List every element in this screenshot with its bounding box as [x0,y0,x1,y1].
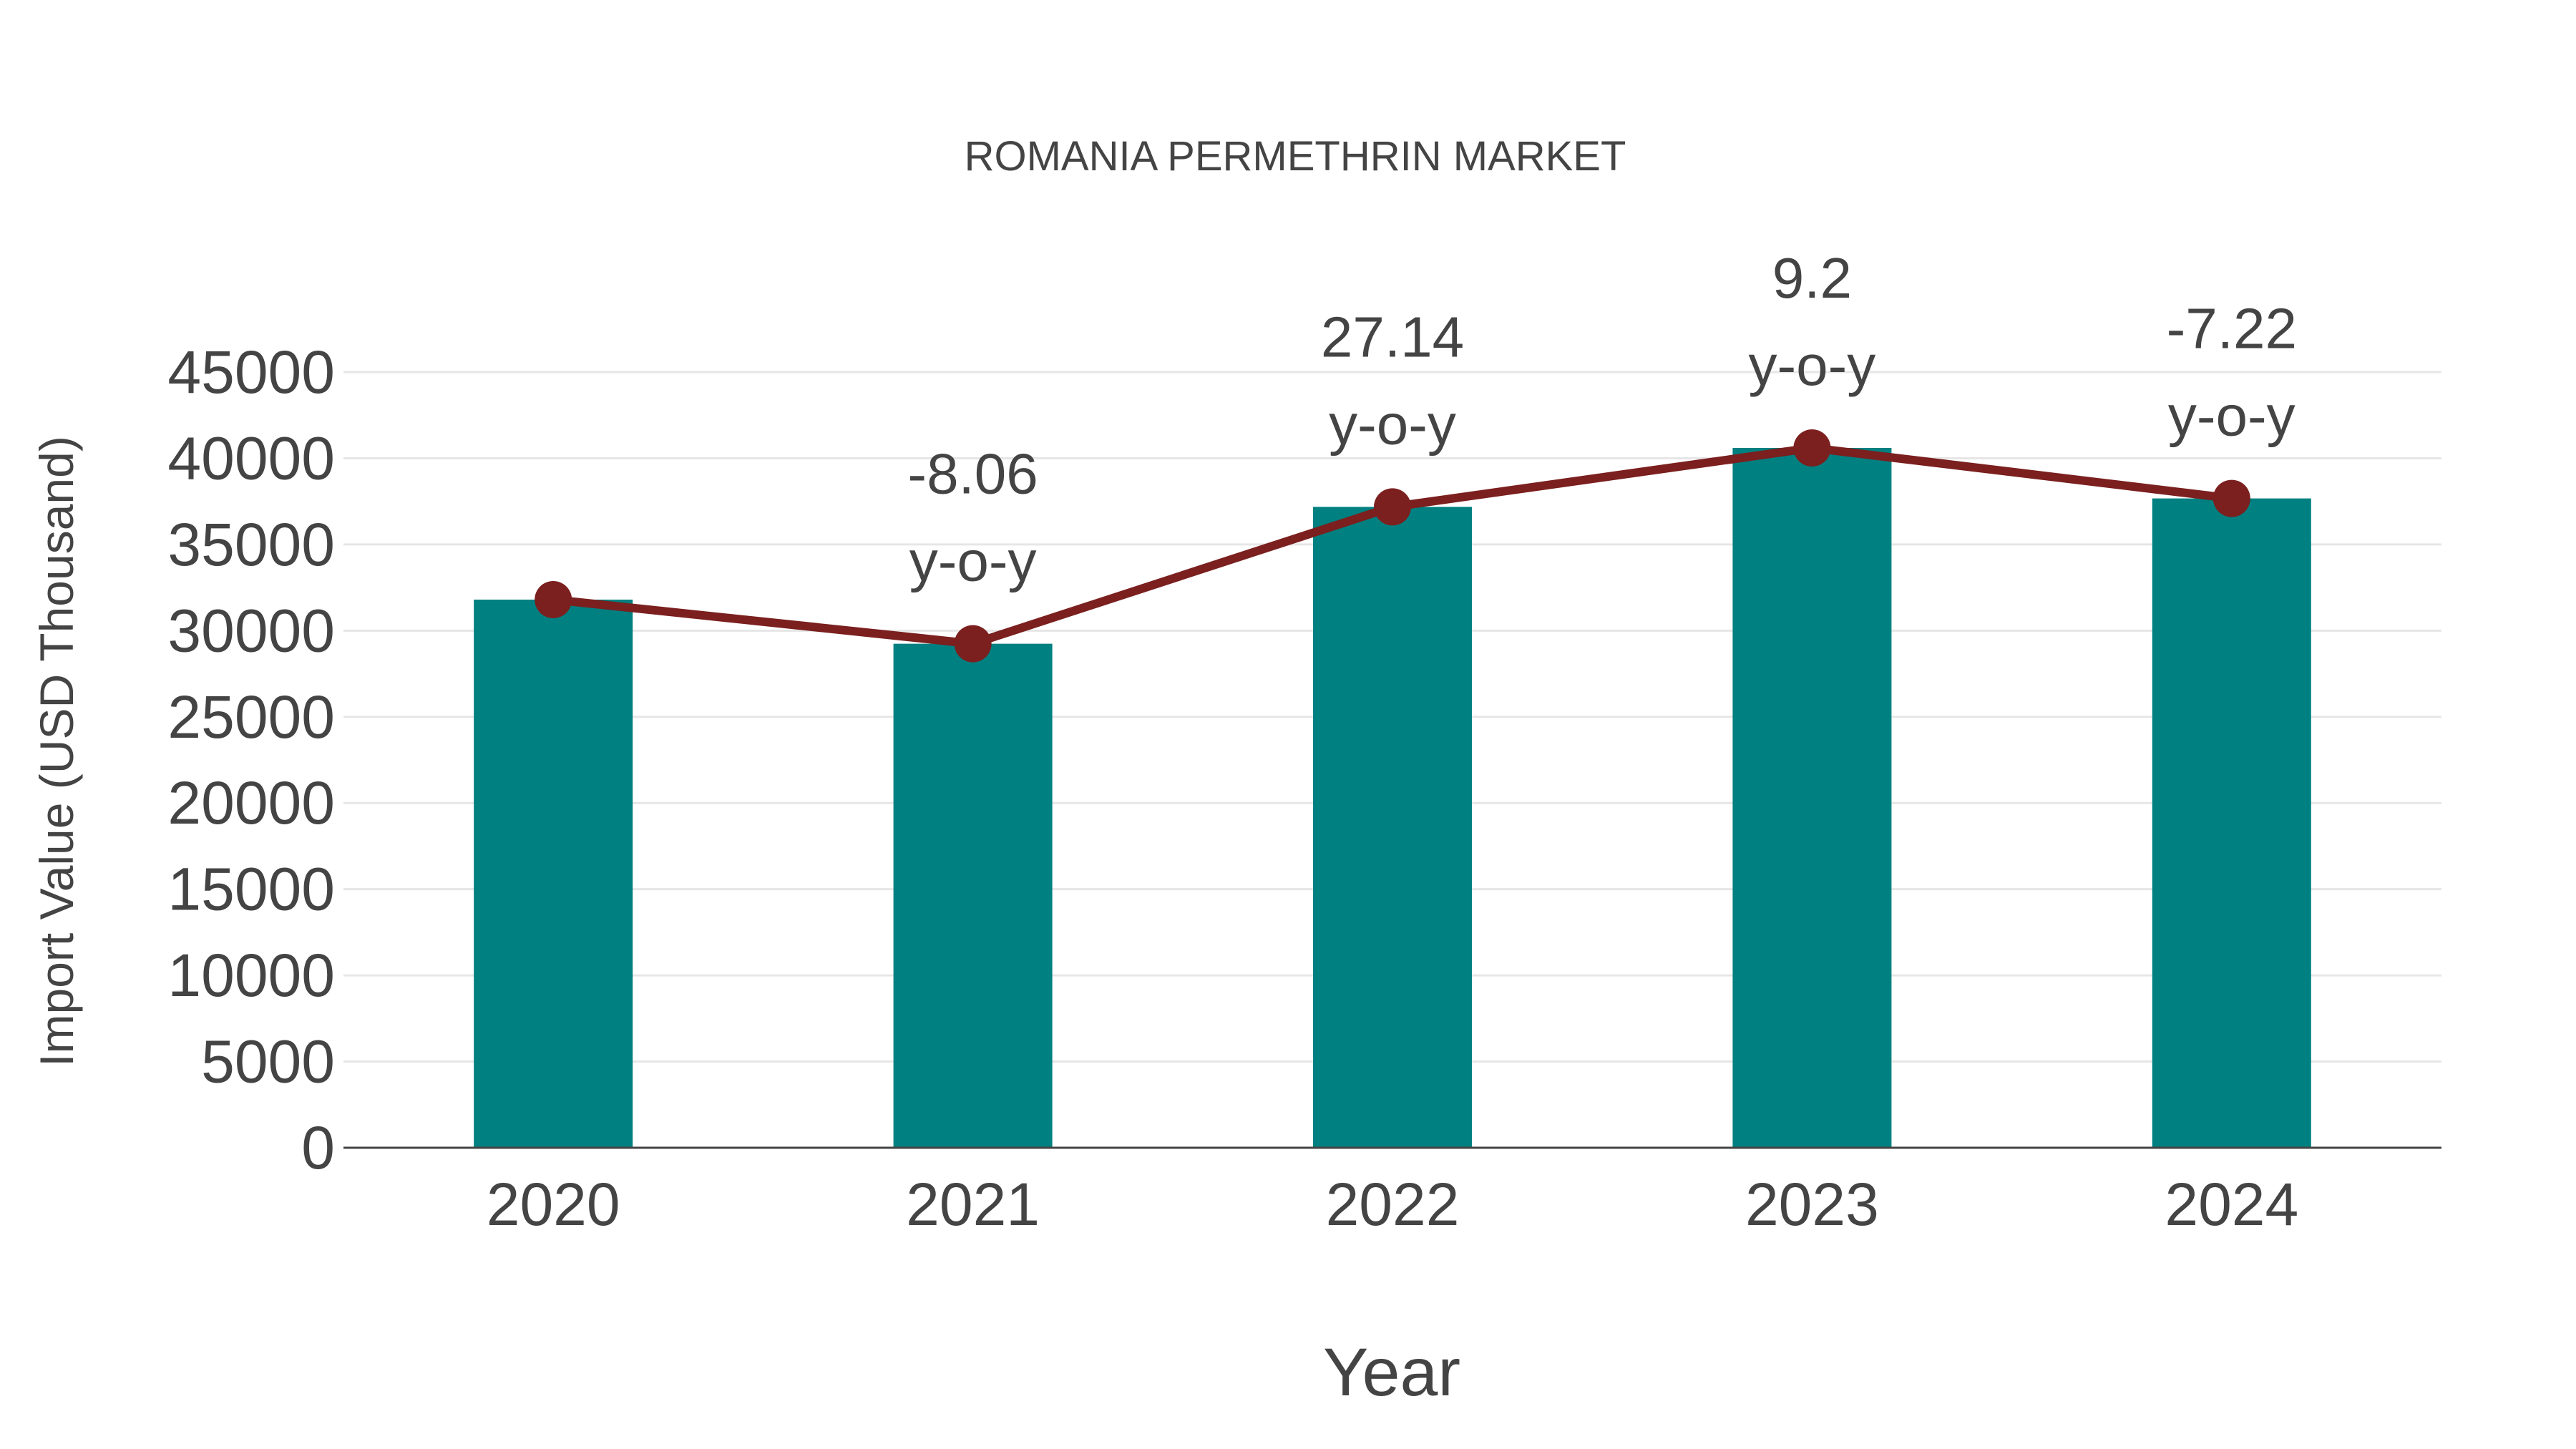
y-tick-label: 5000 [201,1028,335,1096]
bar-2021[interactable] [893,643,1053,1148]
bar-2022[interactable] [1313,507,1472,1148]
yoy-suffix: y-o-y [2168,384,2296,448]
y-tick-label: 15000 [167,856,335,923]
x-tick-label: 2020 [487,1171,620,1238]
y-axis-title: Import Value (USD Thousand) [30,436,83,1067]
line-marker-2020[interactable] [535,580,572,618]
y-axis-ticks: 0 5000 10000 15000 20000 25000 30000 35000 40000… [167,338,335,1181]
x-tick-label: 2024 [2165,1171,2298,1238]
y-tick-label: 45000 [167,338,335,406]
x-axis-ticks: 2020 2021 2022 2023 2024 [487,1171,2298,1238]
yoy-annotations: -8.06 y-o-y 27.14 y-o-y 9.2 y-o-y -7.22 y-o-y [907,246,2297,593]
line-marker-2021[interactable] [954,625,992,663]
yoy-suffix: y-o-y [1329,392,1456,456]
x-tick-label: 2022 [1326,1171,1460,1238]
yoy-value: 9.2 [1772,246,1852,310]
y-tick-label: 40000 [167,424,335,492]
x-axis-title: Year [1323,1335,1460,1410]
x-tick-label: 2021 [906,1171,1040,1238]
yoy-suffix: y-o-y [1749,333,1876,397]
y-tick-label: 35000 [167,511,335,578]
yoy-value: -8.06 [907,442,1038,506]
line-marker-2023[interactable] [1793,429,1831,467]
line-series [535,429,2250,663]
yoy-value: -7.22 [2167,297,2297,361]
line-marker-2022[interactable] [1374,488,1411,526]
y-tick-label: 20000 [167,769,335,836]
bar-2024[interactable] [2152,498,2311,1148]
y-tick-label: 0 [301,1114,335,1181]
yoy-value: 27.14 [1321,305,1464,369]
yoy-suffix: y-o-y [909,530,1037,593]
bar-2020[interactable] [474,599,633,1148]
y-tick-label: 10000 [167,942,335,1009]
y-tick-label: 25000 [167,683,335,751]
bar-2023[interactable] [1732,447,1892,1148]
line-marker-2024[interactable] [2212,479,2250,517]
x-tick-label: 2023 [1745,1171,1879,1238]
chart-title: ROMANIA PERMETHRIN MARKET [965,133,1626,180]
y-tick-label: 30000 [167,597,335,664]
bar-series [474,447,2311,1148]
